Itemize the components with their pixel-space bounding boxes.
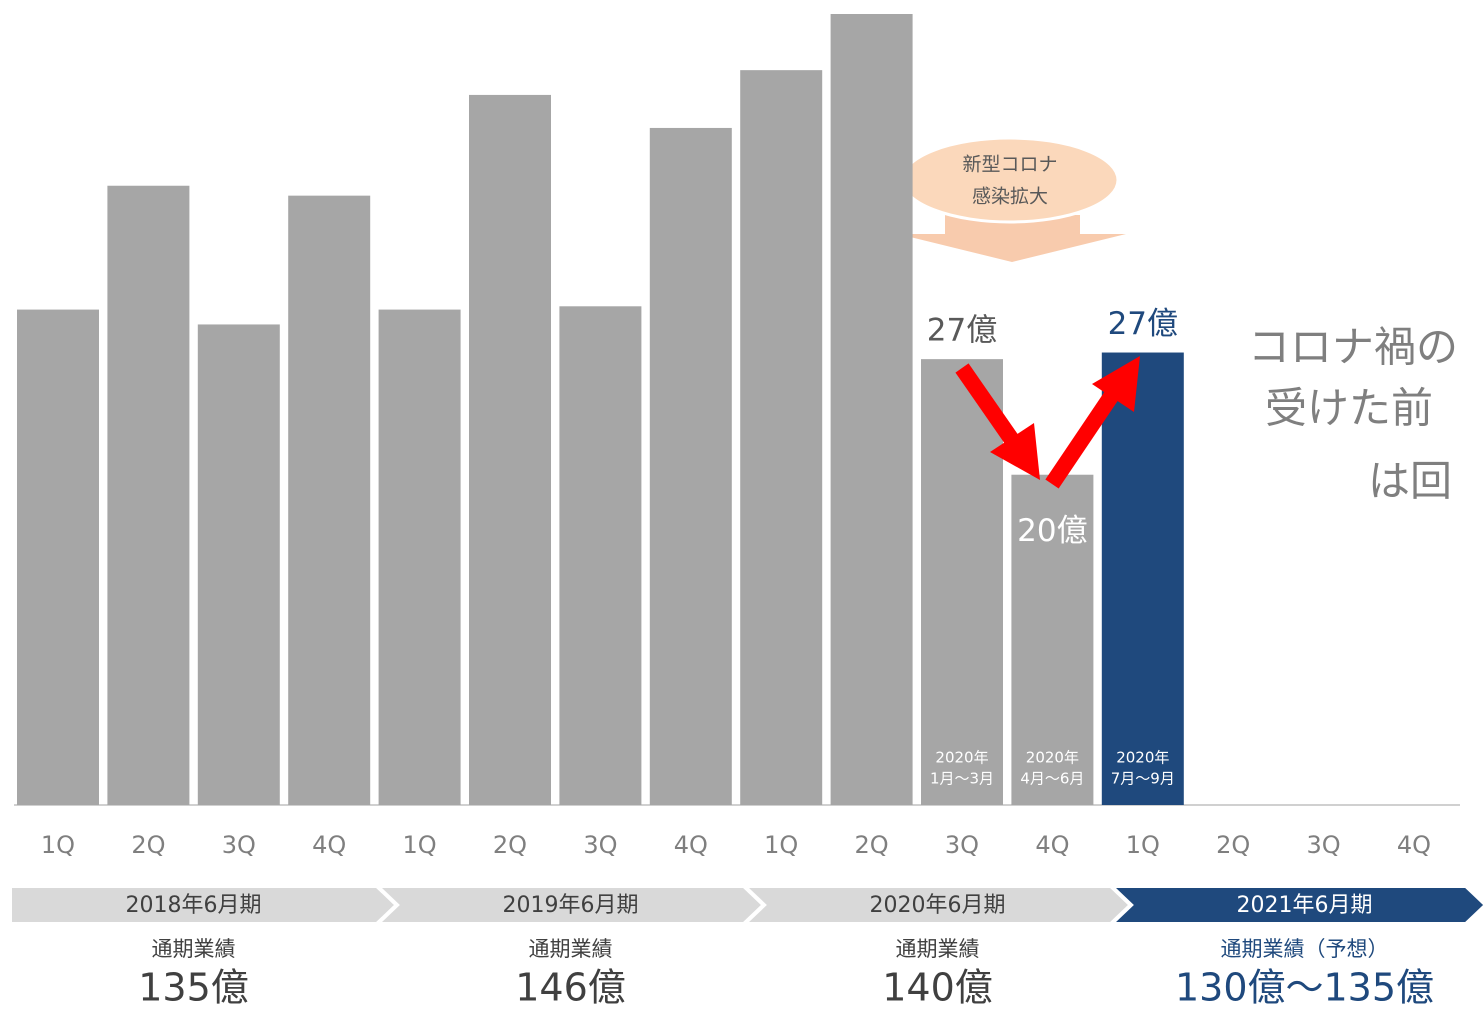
x-tick-label: 1Q: [1126, 831, 1160, 859]
callout: 新型コロナ 感染拡大: [898, 136, 1126, 262]
bar: [649, 127, 732, 806]
period-label: 7月～9月: [1111, 770, 1175, 788]
callout-text: 新型コロナ: [962, 154, 1057, 176]
x-tick-label: 2Q: [1216, 831, 1250, 859]
bar: [469, 94, 551, 805]
callout-arrow: [898, 215, 1126, 262]
arrow-up: [1045, 390, 1119, 489]
x-tick-label: 2Q: [493, 831, 527, 859]
bar: [559, 306, 642, 805]
value-label: 20億: [1017, 513, 1087, 549]
x-tick-label: 3Q: [945, 831, 979, 859]
year-label: 2018年6月期: [126, 893, 262, 918]
x-tick-label: 2Q: [131, 831, 165, 859]
side-text: は回: [1368, 457, 1452, 506]
summary-value: 135億: [138, 966, 249, 1010]
x-tick-label: 3Q: [583, 831, 617, 859]
bar: [107, 185, 190, 805]
summary-value: 140億: [882, 966, 993, 1010]
bar: [1011, 474, 1094, 805]
x-tick-label: 4Q: [1035, 831, 1069, 859]
year-label: 2019年6月期: [503, 893, 639, 918]
period-label: 4月～6月: [1020, 770, 1084, 788]
value-label: 27億: [1108, 306, 1178, 342]
side-text: コロナ禍の: [1248, 323, 1458, 372]
x-tick-label: 4Q: [674, 831, 708, 859]
bar: [197, 324, 280, 805]
bar: [1101, 352, 1184, 805]
x-tick-label: 1Q: [403, 831, 437, 859]
x-tick-label: 3Q: [222, 831, 256, 859]
arrow-up-head: [1092, 356, 1140, 412]
summary-label: 通期業績（予想）: [1221, 937, 1389, 961]
year-band: [1105, 884, 1484, 926]
bar: [921, 359, 1003, 805]
bar: [378, 309, 461, 805]
summary-label: 通期業績: [896, 937, 980, 961]
bar: [288, 195, 371, 805]
bar: [830, 14, 913, 805]
bar: [740, 70, 823, 806]
callout-text: 感染拡大: [972, 186, 1048, 208]
period-label: 2020年: [1026, 749, 1079, 767]
arrow-down: [955, 363, 1019, 445]
bar: [17, 309, 99, 805]
period-label: 2020年: [935, 749, 988, 767]
bars: 27億 2020年 1月～3月 20億 2020年 4月～6月 27億 2020年 7月～9月: [17, 14, 1184, 806]
summary-value: 146億: [515, 966, 626, 1010]
summary-label: 通期業績: [529, 937, 613, 961]
year-label: 2020年6月期: [870, 893, 1006, 918]
side-text: 受けた前: [1265, 384, 1433, 433]
x-tick-label: 1Q: [41, 831, 75, 859]
x-tick-label: 1Q: [764, 831, 798, 859]
arrow-down-head: [990, 423, 1040, 480]
callout-bubble: [900, 136, 1120, 224]
year-label: 2021年6月期: [1237, 893, 1373, 918]
x-tick-label: 4Q: [1397, 831, 1431, 859]
value-label: 27億: [927, 313, 997, 349]
summary-label: 通期業績: [152, 937, 236, 961]
x-tick-label: 4Q: [312, 831, 346, 859]
trend-arrows: [955, 356, 1140, 489]
x-tick-label: 2Q: [855, 831, 889, 859]
x-tick-label: 3Q: [1307, 831, 1341, 859]
period-label: 1月～3月: [930, 770, 994, 788]
summary-value: 130億～135億: [1175, 966, 1434, 1010]
period-label: 2020年: [1116, 749, 1169, 767]
